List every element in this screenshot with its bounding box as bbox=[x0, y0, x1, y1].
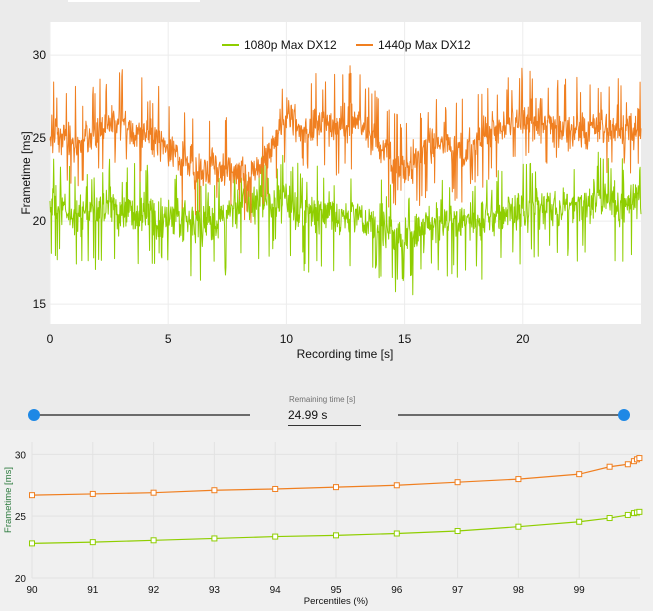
series-1440p-max-dx12 bbox=[29, 455, 643, 499]
percentile-point bbox=[636, 508, 643, 515]
y-tick-label: 30 bbox=[33, 48, 47, 62]
slider-track-left bbox=[34, 414, 250, 416]
x-tick-label: 97 bbox=[452, 585, 464, 596]
x-tick-label: 5 bbox=[165, 332, 172, 346]
percentile-point bbox=[393, 482, 400, 489]
y-tick-label: 20 bbox=[33, 214, 47, 228]
y-tick-label: 15 bbox=[33, 297, 47, 311]
y-tick-labels: 15 20 25 30 bbox=[33, 48, 47, 311]
percentile-point bbox=[333, 532, 339, 539]
x-axis-title: Percentiles (%) bbox=[304, 596, 368, 607]
y-tick-label: 20 bbox=[15, 574, 27, 585]
percentile-point bbox=[272, 533, 279, 540]
x-tick-label: 20 bbox=[516, 332, 530, 346]
percentile-point bbox=[272, 485, 279, 492]
x-tick-label: 90 bbox=[26, 585, 38, 596]
legend: 1080p Max DX12 1440p Max DX12 bbox=[222, 38, 471, 52]
y-tick-label: 30 bbox=[15, 450, 27, 461]
percentile-point bbox=[606, 463, 613, 470]
x-tick-label: 99 bbox=[574, 585, 586, 596]
x-tick-label: 93 bbox=[209, 585, 221, 596]
percentile-point bbox=[636, 455, 643, 462]
percentile-background bbox=[0, 430, 653, 611]
legend-label: 1440p Max DX12 bbox=[378, 38, 471, 52]
remaining-time-value[interactable]: 24.99 s bbox=[288, 408, 361, 426]
percentile-chart: 20 25 30 90 91 92 93 94 95 96 97 98 99 Percentiles (%… bbox=[0, 430, 653, 611]
percentile-point bbox=[606, 515, 613, 522]
x-tick-label: 96 bbox=[391, 585, 403, 596]
y-axis-title: Frametime [ms] bbox=[3, 467, 14, 533]
percentile-point bbox=[515, 476, 522, 483]
x-axis-title: Recording time [s] bbox=[297, 347, 394, 361]
y-tick-label: 25 bbox=[33, 131, 47, 145]
percentile-point bbox=[211, 487, 218, 494]
series-1080p-max-dx12 bbox=[29, 508, 643, 547]
time-range-slider[interactable] bbox=[28, 400, 632, 430]
percentile-point bbox=[29, 492, 35, 499]
percentile-point bbox=[211, 535, 218, 542]
percentile-point bbox=[150, 489, 157, 496]
slider-track-right bbox=[398, 414, 624, 416]
series-group bbox=[49, 65, 642, 296]
percentile-point bbox=[333, 484, 339, 491]
percentile-point bbox=[515, 523, 522, 530]
x-tick-labels: 90 91 92 93 94 95 96 97 98 99 bbox=[26, 585, 585, 596]
x-tick-label: 15 bbox=[398, 332, 412, 346]
slider-end-handle[interactable] bbox=[618, 409, 630, 421]
percentile-point bbox=[576, 471, 583, 478]
x-tick-label: 91 bbox=[87, 585, 99, 596]
percentile-point bbox=[454, 528, 461, 535]
grid bbox=[31, 442, 640, 579]
percentile-point bbox=[576, 518, 583, 525]
frametime-chart: 15 20 25 30 0 5 10 15 20 Recording time [s] Framet… bbox=[19, 22, 642, 361]
percentile-point bbox=[624, 511, 631, 518]
legend-label: 1080p Max DX12 bbox=[244, 38, 337, 52]
x-tick-label: 98 bbox=[513, 585, 525, 596]
percentile-point bbox=[29, 540, 35, 547]
x-tick-label: 94 bbox=[270, 585, 282, 596]
x-tick-label: 92 bbox=[148, 585, 160, 596]
percentile-point bbox=[393, 530, 400, 537]
y-axis-title: Frametime [ms] bbox=[19, 131, 33, 214]
top-tab-strip bbox=[68, 0, 200, 2]
percentile-point bbox=[150, 537, 157, 544]
y-tick-labels: 20 25 30 bbox=[15, 450, 27, 585]
series-line-1440p-max-dx12 bbox=[49, 65, 642, 224]
plot-area bbox=[50, 22, 641, 324]
slider-start-handle[interactable] bbox=[28, 409, 40, 421]
percentile-point bbox=[454, 479, 461, 486]
series-line-1080p-max-dx12 bbox=[49, 151, 642, 296]
x-tick-labels: 0 5 10 15 20 bbox=[47, 332, 530, 346]
remaining-time-label: Remaining time [s] bbox=[289, 395, 356, 404]
x-tick-label: 95 bbox=[330, 585, 342, 596]
percentile-point bbox=[624, 461, 631, 468]
x-tick-label: 0 bbox=[47, 332, 54, 346]
percentile-point bbox=[89, 490, 96, 497]
x-tick-label: 10 bbox=[280, 332, 294, 346]
y-tick-label: 25 bbox=[15, 512, 27, 523]
percentile-point bbox=[89, 539, 96, 546]
